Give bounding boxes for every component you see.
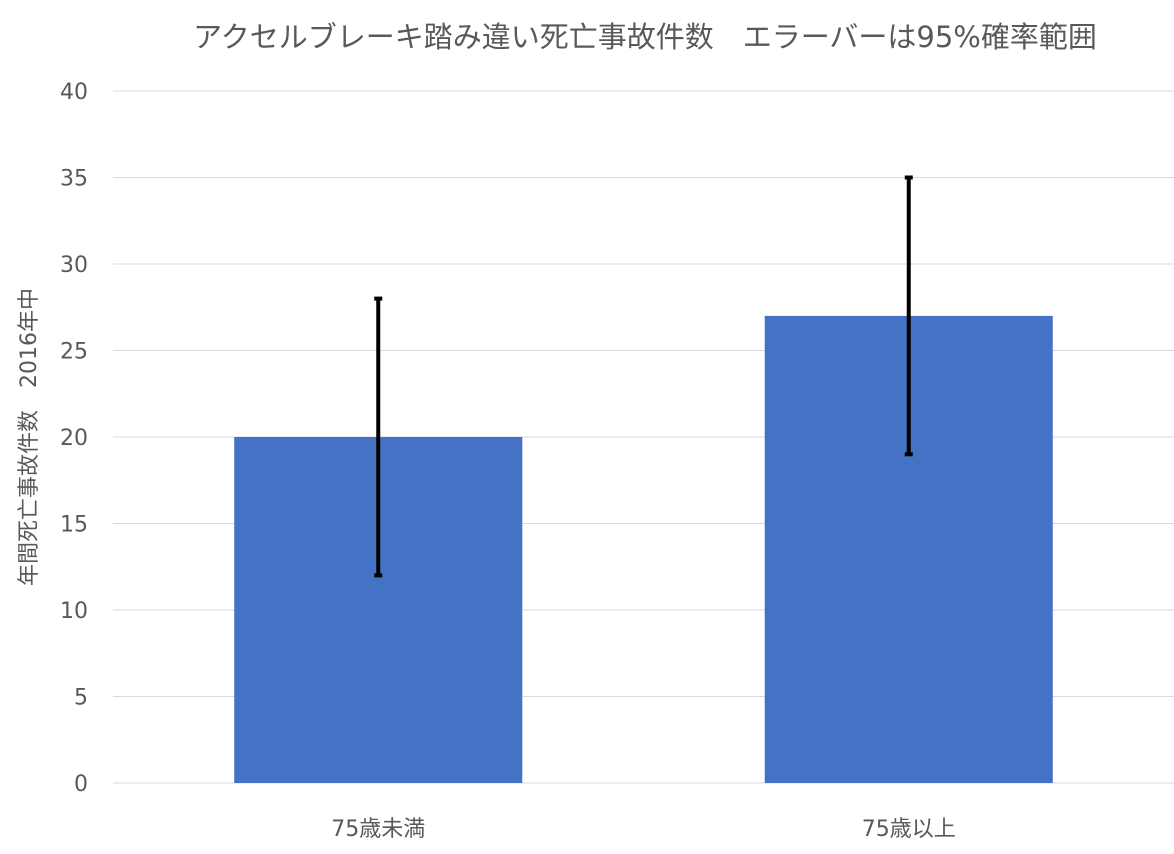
y-tick-label-35: 35 bbox=[60, 167, 88, 192]
x-tick-label-2: 75歳以上 bbox=[862, 817, 956, 842]
x-axis-tick-labels: 75歳未満 75歳以上 bbox=[331, 817, 956, 842]
error-bars bbox=[374, 175, 913, 578]
y-tick-label-0: 0 bbox=[74, 772, 88, 797]
y-tick-label-40: 40 bbox=[60, 80, 88, 105]
y-axis-label: 年間死亡事故件数 2016年中 bbox=[17, 288, 42, 586]
x-tick-label-1: 75歳未満 bbox=[331, 817, 425, 842]
y-axis-tick-labels: 0 5 10 15 20 25 30 35 40 bbox=[60, 80, 88, 797]
y-tick-label-10: 10 bbox=[60, 599, 88, 624]
chart-title: アクセルブレーキ踏み違い死亡事故件数 エラーバーは95%確率範囲 bbox=[193, 20, 1097, 54]
y-tick-label-15: 15 bbox=[60, 513, 88, 538]
y-tick-label-30: 30 bbox=[60, 253, 88, 278]
y-tick-label-25: 25 bbox=[60, 340, 88, 365]
y-tick-label-5: 5 bbox=[74, 686, 88, 711]
bars bbox=[234, 315, 1053, 783]
y-tick-label-20: 20 bbox=[60, 426, 88, 451]
